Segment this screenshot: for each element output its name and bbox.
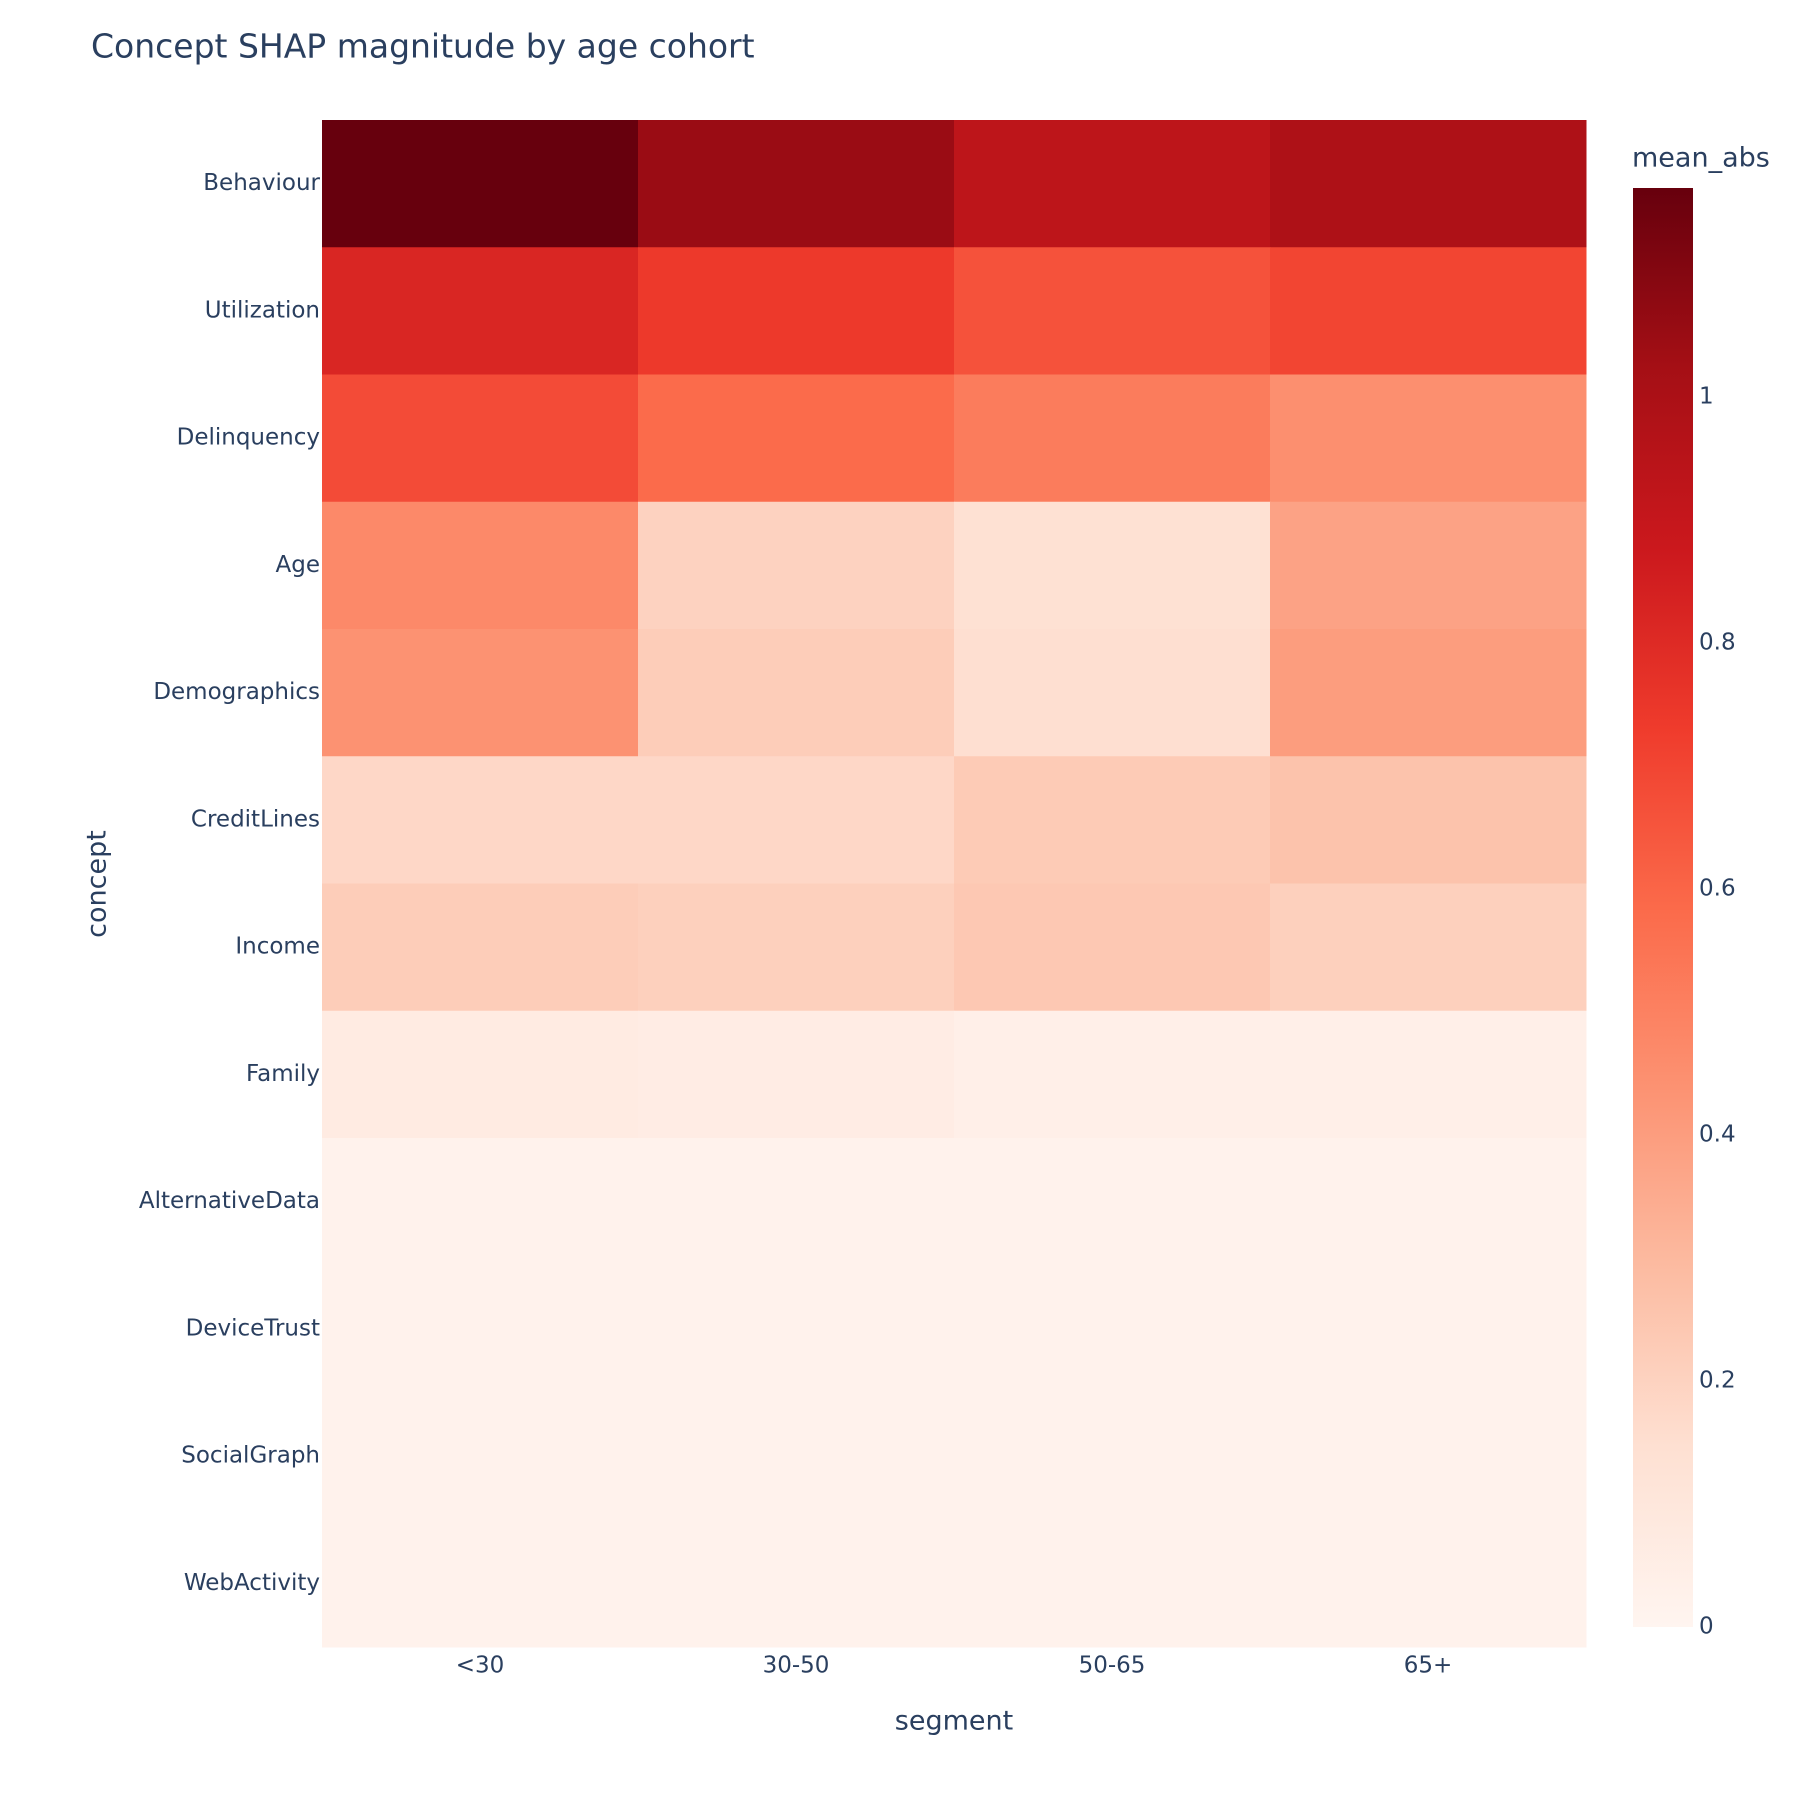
y-tick-label: Family: [246, 1061, 320, 1087]
heatmap-cell: [1270, 1519, 1587, 1648]
heatmap-cell: [954, 883, 1271, 1012]
x-tick-label: 65+: [1404, 1653, 1453, 1679]
heatmap-cell: [1270, 501, 1587, 630]
heatmap-cell: [638, 629, 955, 757]
x-tick-label: <30: [456, 1653, 505, 1679]
colorbar-title: mean_abs: [1632, 143, 1770, 174]
heatmap-cell: [322, 756, 639, 884]
colorbar-tick-label: 0.6: [1699, 876, 1736, 902]
heatmap-cell: [1270, 1392, 1587, 1521]
heatmap-cell: [1270, 883, 1587, 1012]
heatmap-cell: [1270, 629, 1587, 757]
x-axis-title: segment: [895, 1706, 1013, 1737]
heatmap-cell: [322, 1010, 639, 1139]
colorbar-tick-label: 0.2: [1699, 1368, 1736, 1394]
heatmap-cell: [1270, 1265, 1587, 1393]
heatmap-cell: [954, 1010, 1271, 1139]
chart-title: Concept SHAP magnitude by age cohort: [91, 27, 755, 66]
heatmap-cell: [954, 501, 1271, 630]
colorbar-tick-label: 0.4: [1699, 1122, 1736, 1148]
heatmap-cell: [954, 1138, 1271, 1266]
heatmap-cell: [1270, 120, 1587, 248]
heatmap-cell: [954, 629, 1271, 757]
heatmap-cell: [638, 1392, 955, 1521]
x-tick-label: 50-65: [1079, 1653, 1146, 1679]
heatmap-cell: [322, 883, 639, 1012]
heatmap-cell: [322, 120, 639, 248]
heatmap-cell: [954, 1519, 1271, 1648]
y-tick-label: AlternativeData: [139, 1188, 320, 1214]
heatmap-cell: [1270, 247, 1587, 375]
heatmap-cell: [1270, 756, 1587, 884]
y-tick-label: Income: [235, 934, 320, 960]
heatmap-cell: [638, 1138, 955, 1266]
heatmap-cell: [954, 1392, 1271, 1521]
heatmap-cell: [1270, 1010, 1587, 1139]
heatmap-cell: [322, 501, 639, 630]
heatmap-cell: [638, 501, 955, 630]
y-tick-label: WebActivity: [184, 1570, 320, 1596]
heatmap-cell: [638, 756, 955, 884]
heatmap-cell: [954, 120, 1271, 248]
x-tick-label: 30-50: [763, 1653, 830, 1679]
y-tick-label: Delinquency: [177, 425, 320, 451]
heatmap-cell: [638, 883, 955, 1012]
heatmap-cell: [638, 1519, 955, 1648]
y-tick-label: Age: [276, 552, 320, 578]
heatmap-cell: [954, 374, 1271, 503]
heatmap-cell: [638, 1010, 955, 1139]
y-tick-label: Demographics: [153, 679, 320, 705]
heatmap-cell: [322, 374, 639, 503]
colorbar-tick-label: 1: [1699, 384, 1714, 410]
heatmap-cell: [1270, 1138, 1587, 1266]
colorbar: [1633, 188, 1693, 1627]
heatmap-cell: [638, 120, 955, 248]
heatmap-cell: [322, 629, 639, 757]
heatmap-cell: [638, 1265, 955, 1393]
y-axis-title: concept: [82, 830, 113, 938]
heatmap-cell: [1270, 374, 1587, 503]
y-tick-label: CreditLines: [191, 806, 320, 832]
heatmap-cell: [322, 247, 639, 375]
heatmap-cell: [638, 374, 955, 503]
heatmap-cell: [322, 1138, 639, 1266]
y-tick-label: DeviceTrust: [186, 1315, 320, 1341]
heatmap-cell: [322, 1519, 639, 1648]
heatmap-cell: [954, 756, 1271, 884]
y-tick-label: Behaviour: [203, 170, 320, 196]
heatmap-cell: [322, 1265, 639, 1393]
y-tick-label: SocialGraph: [181, 1443, 320, 1469]
colorbar-tick-label: 0.8: [1699, 630, 1736, 656]
colorbar-tick-label: 0: [1699, 1614, 1714, 1640]
y-tick-label: Utilization: [205, 297, 320, 323]
heatmap-cell: [954, 1265, 1271, 1393]
heatmap-cell: [954, 247, 1271, 375]
heatmap-cell: [322, 1392, 639, 1521]
heatmap-cell: [638, 247, 955, 375]
